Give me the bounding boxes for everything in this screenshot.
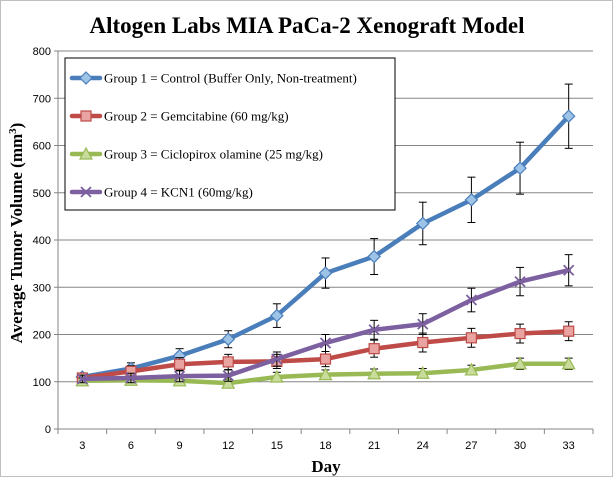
y-tick-label: 100	[33, 377, 51, 389]
legend-label: Group 2 = Gemcitabine (60 mg/kg)	[104, 109, 289, 124]
data-point	[76, 373, 88, 385]
data-point	[221, 332, 236, 347]
y-tick-label: 800	[33, 46, 51, 58]
x-tick-label: 15	[271, 440, 283, 452]
data-point	[415, 365, 430, 379]
data-point	[221, 375, 236, 389]
data-point	[417, 318, 429, 330]
x-tick-label: 30	[514, 440, 526, 452]
data-point	[464, 192, 479, 207]
x-tick-label: 6	[128, 440, 134, 452]
legend-marker	[80, 186, 92, 198]
data-point	[125, 372, 137, 384]
series-4	[76, 254, 575, 385]
legend-label: Group 3 = Ciclopirox olamine (25 mg/kg)	[104, 147, 323, 162]
y-tick-label: 0	[45, 424, 51, 436]
legend-box	[64, 57, 396, 211]
x-tick-label: 33	[563, 440, 575, 452]
x-tick-label: 9	[177, 440, 183, 452]
data-point	[563, 325, 575, 337]
y-tick-label: 700	[33, 93, 51, 105]
data-point	[563, 264, 575, 276]
data-point	[561, 109, 576, 124]
data-point	[367, 366, 382, 380]
y-tick-label: 200	[33, 330, 51, 342]
x-tick-label: 3	[79, 440, 85, 452]
data-point	[367, 249, 381, 264]
data-point	[319, 353, 332, 365]
legend-marker	[80, 110, 92, 122]
legend-label: Group 1 = Control (Buffer Only, Non-trea…	[104, 71, 357, 86]
data-point	[319, 337, 332, 349]
legend-marker	[78, 146, 94, 160]
data-point	[514, 327, 526, 340]
data-point	[513, 161, 527, 176]
x-tick-label: 27	[465, 440, 477, 452]
data-point	[318, 367, 333, 381]
data-point	[415, 216, 430, 231]
y-tick-label: 500	[33, 188, 51, 200]
data-point	[269, 369, 284, 383]
data-point	[271, 353, 283, 365]
data-point	[222, 369, 234, 382]
y-axis-title: Average Tumor Volume (mm3)	[7, 123, 26, 344]
legend: Group 1 = Control (Buffer Only, Non-trea…	[64, 57, 396, 211]
y-tick-label: 300	[33, 282, 51, 294]
data-point	[368, 324, 380, 336]
data-point	[270, 308, 284, 323]
data-point	[173, 358, 186, 370]
legend-label: Group 4 = KCN1 (60mg/kg)	[104, 185, 253, 200]
data-point	[368, 343, 380, 355]
data-point	[561, 356, 576, 370]
chart-title: Altogen Labs MIA PaCa-2 Xenograft Model	[89, 13, 524, 38]
axes: 0 100 200 300 400 500 600 700 800 3 6 9 12 15 18 21 24 27…	[33, 46, 594, 452]
data-point	[318, 266, 333, 280]
y-tick-label: 600	[33, 141, 51, 153]
data-point	[514, 275, 526, 288]
x-tick-label: 24	[417, 440, 429, 452]
x-tick-label: 18	[319, 440, 331, 452]
x-tick-label: 12	[222, 440, 234, 452]
data-point	[464, 362, 479, 376]
x-axis-title: Day	[311, 457, 341, 476]
data-point	[222, 356, 234, 368]
data-point	[173, 370, 186, 382]
y-tick-label: 400	[33, 235, 51, 247]
data-point	[465, 332, 478, 344]
x-tick-label: 21	[368, 440, 380, 452]
data-point	[465, 294, 478, 306]
legend-marker	[79, 71, 93, 85]
series-layer	[75, 83, 576, 389]
data-point	[417, 336, 429, 349]
data-point	[513, 356, 528, 370]
